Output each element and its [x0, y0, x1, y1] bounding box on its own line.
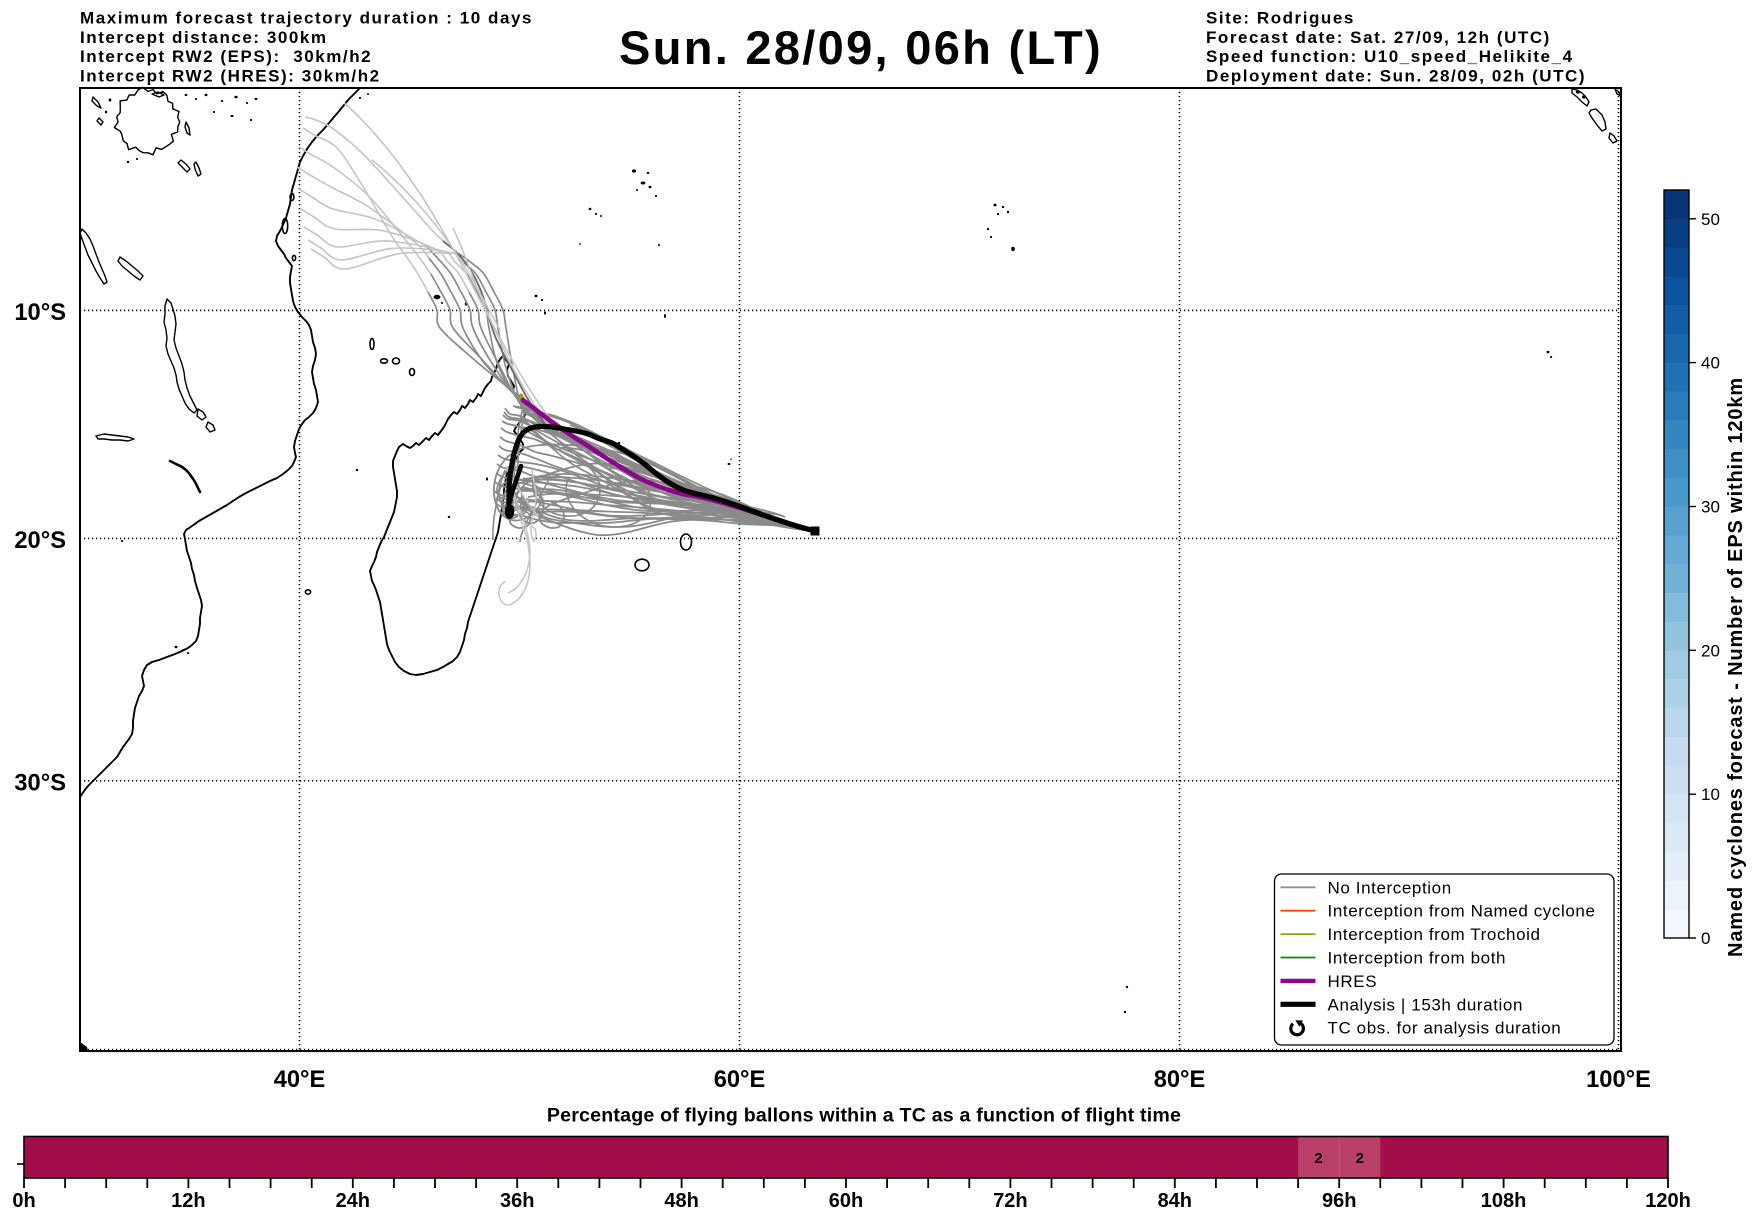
svg-text:40°E: 40°E	[274, 1067, 326, 1093]
svg-text:0h: 0h	[12, 1190, 35, 1212]
svg-text:2: 2	[1356, 1150, 1364, 1167]
svg-text:Analysis | 153h duration: Analysis | 153h duration	[1328, 995, 1524, 1014]
svg-text:TC obs. for analysis duration: TC obs. for analysis duration	[1328, 1019, 1562, 1038]
svg-text:84h: 84h	[1158, 1190, 1192, 1212]
svg-text:20: 20	[1701, 641, 1720, 660]
svg-text:50: 50	[1701, 210, 1720, 229]
svg-text:36h: 36h	[500, 1190, 534, 1212]
svg-text:24h: 24h	[336, 1190, 370, 1212]
svg-text:2: 2	[1314, 1150, 1322, 1167]
svg-text:108h: 108h	[1481, 1190, 1527, 1212]
svg-text:0: 0	[1701, 929, 1710, 948]
svg-text:40: 40	[1701, 354, 1720, 373]
svg-text:72h: 72h	[993, 1190, 1027, 1212]
svg-text:Sun. 28/09, 06h (LT): Sun. 28/09, 06h (LT)	[619, 21, 1103, 74]
svg-text:60°E: 60°E	[714, 1067, 766, 1093]
svg-text:96h: 96h	[1322, 1190, 1356, 1212]
svg-text:Interception from both: Interception from both	[1328, 949, 1507, 968]
svg-text:Intercept RW2 (EPS): 30km/h2: Intercept RW2 (EPS): 30km/h2	[80, 47, 372, 66]
svg-text:Forecast date: Sat. 27/09, 12h: Forecast date: Sat. 27/09, 12h (UTC)	[1206, 28, 1551, 47]
svg-text:80°E: 80°E	[1154, 1067, 1206, 1093]
svg-text:Deployment date: Sun. 28/09, 0: Deployment date: Sun. 28/09, 02h (UTC)	[1206, 66, 1586, 85]
svg-text:10: 10	[1701, 785, 1720, 804]
svg-text:20°S: 20°S	[14, 528, 66, 554]
svg-text:Intercept distance: 300km: Intercept distance: 300km	[80, 28, 328, 47]
svg-text:10°S: 10°S	[14, 300, 66, 326]
svg-text:Intercept RW2 (HRES): 30km/h2: Intercept RW2 (HRES): 30km/h2	[80, 66, 381, 85]
svg-text:No Interception: No Interception	[1328, 878, 1452, 897]
svg-text:30: 30	[1701, 498, 1720, 517]
svg-text:Interception from Trochoid: Interception from Trochoid	[1328, 925, 1541, 944]
svg-text:48h: 48h	[664, 1190, 698, 1212]
svg-text:120h: 120h	[1645, 1190, 1691, 1212]
svg-text:12h: 12h	[171, 1190, 205, 1212]
svg-text:100°E: 100°E	[1586, 1067, 1651, 1093]
svg-text:Percentage of flying ballons w: Percentage of flying ballons within a TC…	[547, 1105, 1181, 1127]
svg-text:Speed function: U10_speed_Heli: Speed function: U10_speed_Helikite_4	[1206, 47, 1574, 66]
svg-text:30°S: 30°S	[14, 770, 66, 796]
svg-text:Site: Rodrigues: Site: Rodrigues	[1206, 9, 1355, 28]
svg-text:Interception from Named cyclon: Interception from Named cyclone	[1328, 902, 1596, 921]
svg-text:60h: 60h	[829, 1190, 863, 1212]
svg-text:HRES: HRES	[1328, 972, 1378, 991]
svg-text:Maximum forecast trajectory du: Maximum forecast trajectory duration : 1…	[80, 9, 533, 28]
svg-text:Named cyclones forecast - Numb: Named cyclones forecast - Number of EPS …	[1725, 377, 1747, 957]
